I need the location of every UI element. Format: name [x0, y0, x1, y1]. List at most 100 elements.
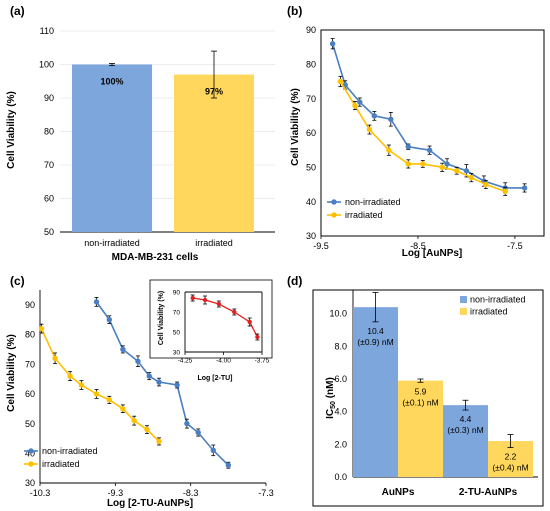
panel-b-data-point — [426, 147, 433, 153]
panel-d-data-label: (±0.1) nM — [402, 397, 438, 407]
panel-c-inset-frame — [149, 279, 273, 359]
panel-d-legend-label: non-irradiated — [470, 295, 526, 305]
panel-b-ytick-label: 60 — [306, 128, 316, 138]
panel-d-ytick-label: 2.0 — [334, 439, 347, 449]
panel-c-data-point — [144, 426, 150, 433]
panel-a-plot: 50 60 70 80 90 100 110 100% non-irradiated 97% irr… — [39, 26, 275, 248]
panel-b-data-point — [420, 161, 426, 167]
panel-d-data-label: (±0.4) nM — [492, 463, 528, 473]
panel-b-label: (b) — [287, 4, 302, 18]
panel-c-inset-ytick-label: 70 — [173, 309, 181, 316]
panel-c-data-point — [184, 420, 190, 427]
panel-c-data-point — [52, 355, 58, 361]
panel-a-ytick-label: 90 — [44, 93, 54, 103]
panel-d-ytick-label: 8.0 — [334, 341, 347, 351]
panel-a-category-label: non-irradiated — [84, 238, 140, 248]
panel-c-inset-xlabel: Log [2-TU] — [198, 375, 233, 382]
panel-b-legend-marker — [331, 199, 337, 205]
panel-b-ytick-label: 50 — [306, 162, 316, 172]
panel-c-series-line-1 — [40, 328, 160, 443]
panel-c-legend-marker — [28, 461, 34, 467]
panel-b-data-point — [366, 126, 373, 133]
panel-c-data-point — [93, 391, 100, 397]
panel-c-ytick-label: 50 — [25, 419, 35, 429]
panel-b-xtick-label: -9.5 — [313, 241, 329, 251]
panel-c-inset-data-point — [247, 319, 252, 325]
panel-d-ytick-label: 6.0 — [334, 374, 347, 384]
panel-b-data-point — [521, 185, 528, 191]
panel-b-legend-label: non-irradiated — [345, 197, 401, 207]
panel-c-legend-label: non-irradiated — [42, 446, 98, 456]
panel-c-ylabel: Cell Viability (%) — [6, 334, 17, 412]
panel-b-data-point — [444, 161, 450, 167]
panel-b-data-point — [357, 99, 363, 105]
panel-a-label: (a) — [10, 4, 25, 18]
panel-c-ytick-label: 70 — [25, 359, 35, 369]
panel-a-bar — [72, 64, 152, 232]
panel-d-plot: 0.0 2.0 4.0 6.0 8.0 10.0 10.4(±0.9) nM 5.9(±0.1… — [329, 290, 538, 498]
panel-b-data-point — [439, 164, 445, 171]
panel-b-data-point — [388, 116, 394, 122]
panel-c-xtick-label: -7.3 — [258, 488, 274, 498]
panel-b-ytick-label: 90 — [306, 25, 316, 35]
panel-c-inset-data-point — [216, 301, 222, 307]
panel-a-data-label: 97% — [205, 87, 223, 97]
panel-b-ytick-label: 70 — [306, 94, 316, 104]
panel-a-ytick-label: 50 — [44, 227, 54, 237]
panel-b-data-point — [386, 147, 392, 153]
panel-b-data-point — [483, 181, 489, 188]
panel-d-category-label: AuNPs — [382, 487, 415, 498]
panel-d-bar — [443, 405, 488, 477]
panel-d-ytick-label: 0.0 — [334, 472, 347, 482]
panel-c-xtick-label: -9.3 — [108, 488, 124, 498]
panel-c-label: (c) — [10, 274, 25, 288]
panel-c-inset-data-point — [255, 334, 260, 340]
panel-d-category-label: 2-TU-AuNPs — [459, 487, 518, 498]
panel-b-data-point — [463, 168, 470, 174]
panel-a-xlabel: MDA-MB-231 cells — [112, 252, 199, 263]
panel-c-data-point — [146, 373, 152, 379]
panel-b-ytick-label: 30 — [306, 231, 316, 241]
panel-b-data-point — [502, 188, 508, 195]
panel-c-data-point — [67, 373, 73, 379]
panel-b-xtick-label: -8.5 — [410, 241, 426, 251]
panel-c-xlabel: Log [2-TU-AuNPs] — [107, 498, 193, 509]
panel-c-data-point — [210, 447, 216, 454]
panel-b-xtick-label: -7.5 — [507, 241, 523, 251]
panel-c-inset-ytick-label: 50 — [173, 329, 181, 336]
panel-c-ytick-label: 80 — [25, 330, 35, 340]
panel-b-ytick-label: 40 — [306, 197, 316, 207]
panel-c-ytick-label: 90 — [25, 300, 35, 310]
panel-c-data-point — [93, 299, 100, 305]
panel-d-data-label: 2.2 — [505, 452, 517, 462]
panel-c-data-point — [195, 429, 201, 436]
panel-c-data-point — [120, 406, 126, 412]
panel-c-data-point — [120, 346, 126, 353]
panel-c-ytick-label: 60 — [25, 389, 35, 399]
panel-c-data-point — [131, 417, 137, 424]
panel-c-data-point — [225, 462, 232, 468]
panel-c-data-point — [106, 316, 113, 323]
panel-b-series-line-1 — [339, 81, 506, 193]
panel-c-inset-ytick-label: 30 — [173, 349, 181, 356]
panel-c-data-point — [135, 358, 141, 364]
panel-c-inset-xtick-label: -3.75 — [255, 358, 270, 365]
panel-c-data-point — [78, 382, 85, 388]
panel-c-data-point — [156, 379, 162, 385]
panel-c-xtick-label: -8.3 — [183, 488, 199, 498]
panel-d-legend-label: irradiated — [470, 307, 508, 317]
panel-b-data-point — [454, 168, 460, 174]
panel-a-ytick-label: 60 — [44, 194, 54, 204]
panel-a-ytick-label: 70 — [44, 160, 54, 170]
panel-a-ylabel: Cell Viability (%) — [6, 91, 17, 169]
panel-b-data-point — [329, 41, 336, 47]
panel-d-legend-swatch — [460, 296, 467, 303]
panel-b-plot: 30 40 50 60 70 80 90 -9.5 -8.5 -7.5 non-irradiated… — [306, 25, 544, 251]
panel-d-bar — [353, 307, 398, 477]
panel-b-data-point — [405, 144, 411, 150]
panel-b-legend-marker — [331, 212, 337, 218]
panel-d-frame — [312, 289, 544, 507]
panel-a-category-label: irradiated — [195, 238, 233, 248]
panel-d-ytick-label: 10.0 — [329, 309, 347, 319]
panel-b-data-point — [352, 102, 358, 109]
